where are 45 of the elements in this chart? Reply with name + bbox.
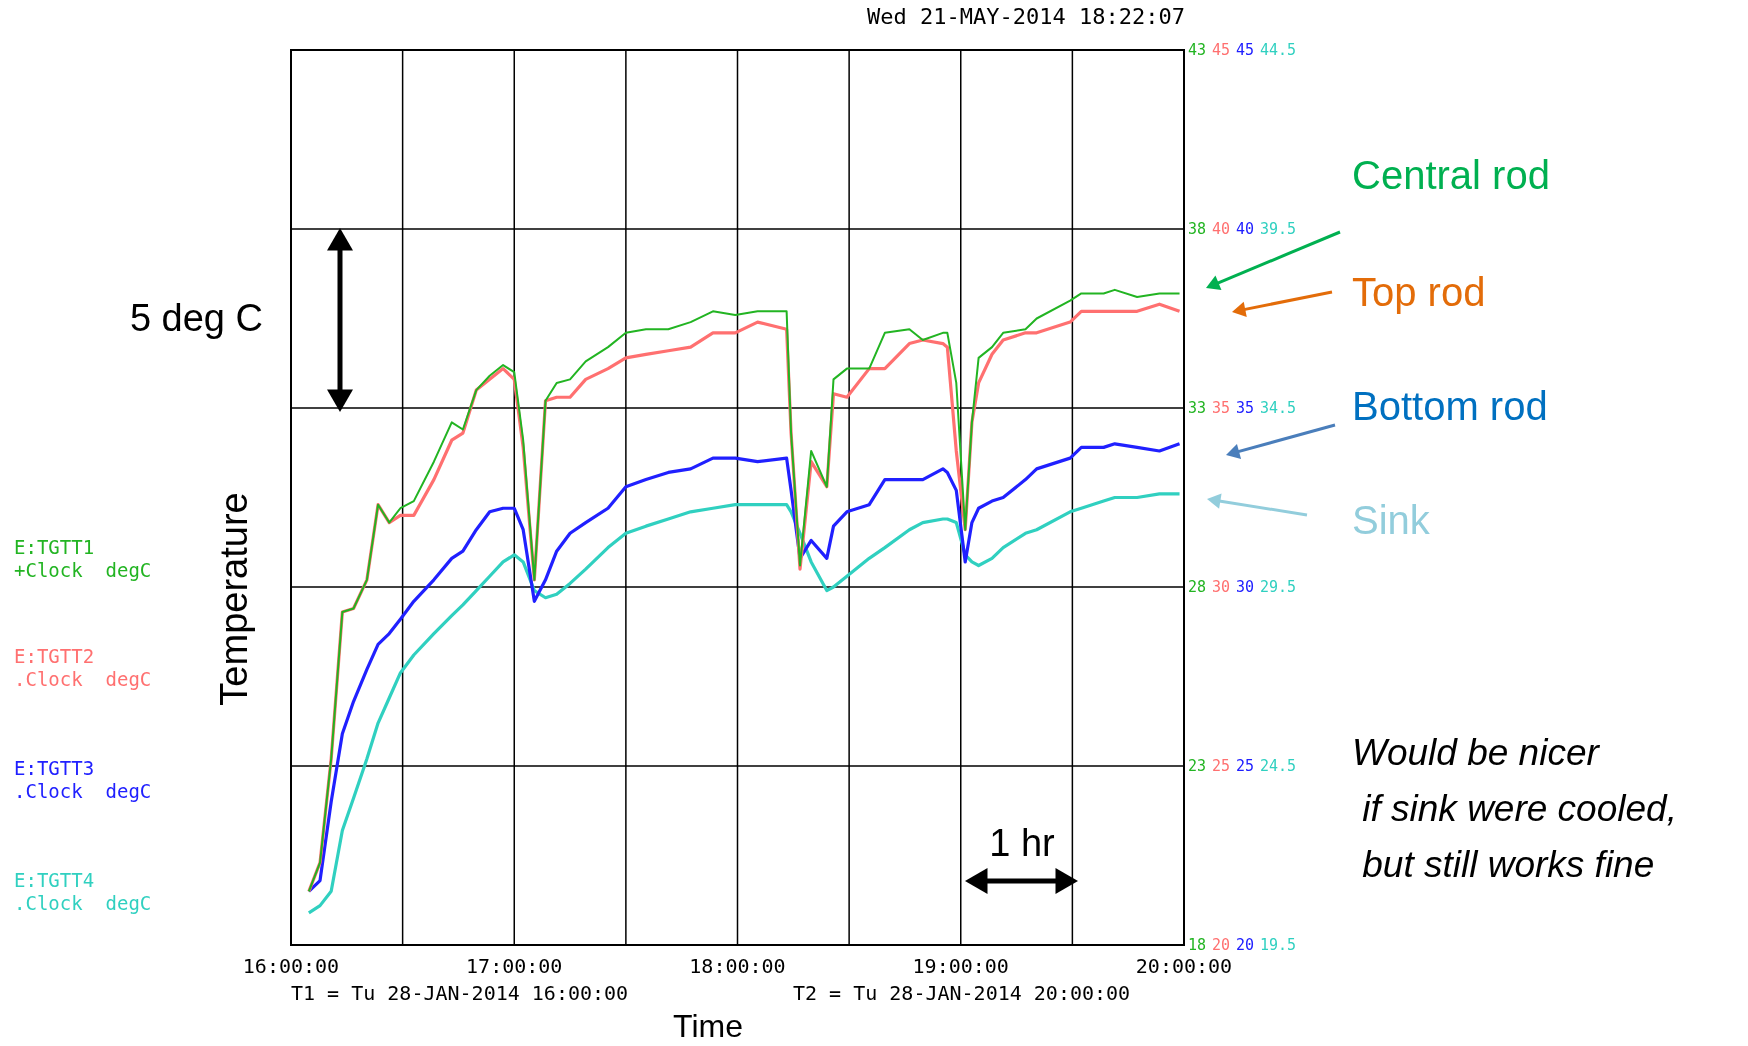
y-tick-label: 23 — [1188, 757, 1207, 775]
x-tick-label: 16:00:00 — [242, 954, 340, 978]
text: Central rod — [1352, 153, 1550, 197]
text: E:TGTT1 +Clock degC — [14, 536, 152, 581]
y3-tick-label: 24.5 — [1260, 757, 1297, 775]
y2-tick-label: 25 — [1212, 757, 1231, 775]
text: E:TGTT4 .Clock degC — [14, 869, 152, 914]
y-axis-title: Temperature — [213, 492, 255, 706]
text: 40 — [1236, 220, 1255, 238]
text: T1 = Tu 28-JAN-2014 16:00:00 — [291, 981, 629, 1005]
y3-tick-label: 19.5 — [1260, 936, 1297, 954]
y-tick-label: 43 — [1188, 41, 1207, 59]
y-tick-label: 38 — [1188, 220, 1207, 238]
text: T2 = Tu 28-JAN-2014 20:00:00 — [793, 981, 1131, 1005]
y3-tick-label: 29.5 — [1260, 578, 1297, 596]
y-tick-label: 18 — [1188, 936, 1207, 954]
x-tick-label: 18:00:00 — [689, 954, 786, 978]
y3-tick-label: 44.5 — [1260, 41, 1297, 59]
text: 35 — [1236, 399, 1255, 417]
y-tick-label: 28 — [1188, 578, 1207, 596]
y2-tick-label: 20 — [1212, 936, 1231, 954]
y2-tick-label: 40 — [1212, 220, 1231, 238]
text: E:TGTT3 .Clock degC — [14, 757, 152, 802]
x-tick-label: 20:00:00 — [1135, 954, 1233, 978]
text: Would be nicer if sink were cooled, but still works fine — [1352, 731, 1677, 885]
y3-tick-label: 39.5 — [1260, 220, 1297, 238]
text: 25 — [1236, 757, 1255, 775]
y2-tick-label: 45 — [1212, 41, 1231, 59]
text: 5 deg C — [129, 297, 263, 339]
text: E:TGTT2 .Clock degC — [14, 645, 152, 690]
annotation: 1 hr — [989, 822, 1056, 864]
y3-tick-label: 34.5 — [1260, 399, 1297, 417]
y2-tick-label: 35 — [1212, 399, 1231, 417]
y2-tick-label: 30 — [1212, 578, 1231, 596]
text: 30 — [1236, 578, 1255, 596]
text: Top rod — [1352, 270, 1486, 314]
text: Wed 21-MAY-2014 18:22:07 — [867, 3, 1185, 29]
text: Bottom rod — [1352, 384, 1548, 428]
x-axis-title: Time — [673, 1008, 743, 1044]
text: Sink — [1352, 498, 1431, 542]
text: 20 — [1236, 936, 1255, 954]
text: 45 — [1236, 41, 1255, 59]
x-tick-label: 17:00:00 — [466, 954, 563, 978]
y-tick-label: 33 — [1188, 399, 1207, 417]
x-tick-label: 19:00:00 — [912, 954, 1009, 978]
